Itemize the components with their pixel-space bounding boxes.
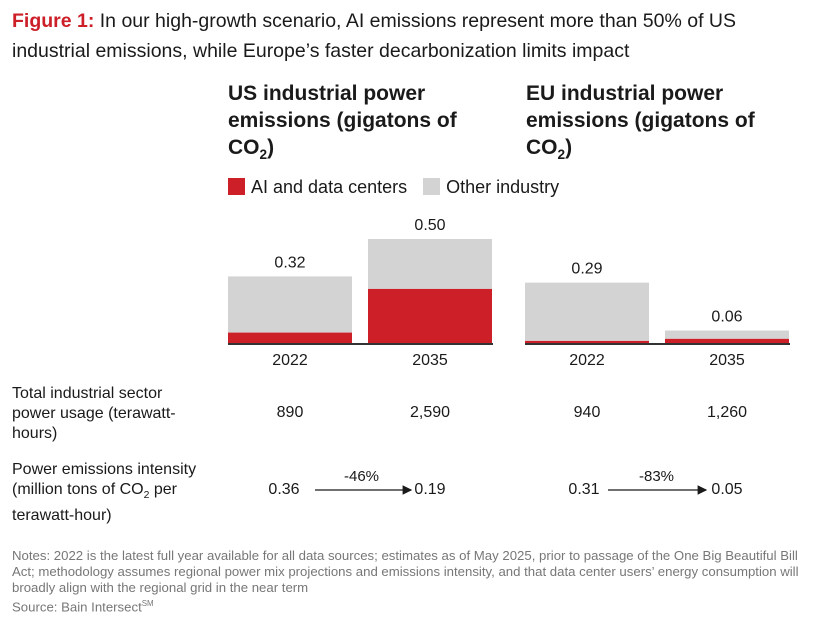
- eu-panel-title: EU industrial power emissions (gigatons …: [526, 82, 755, 163]
- us-panel-title: US industrial power emissions (gigatons …: [228, 82, 457, 163]
- bar-ai-data-centers: [665, 338, 789, 343]
- bar-other-industry: [525, 282, 649, 341]
- intensity-value: 0.31: [568, 481, 600, 498]
- intensity-value: 0.36: [268, 481, 300, 498]
- notes: Notes: 2022 is the latest full year avai…: [12, 548, 812, 615]
- intensity-value: 0.19: [414, 481, 446, 498]
- intensity-change: -83%: [639, 468, 675, 485]
- bar-other-industry: [228, 276, 352, 333]
- bar-other-industry: [665, 330, 789, 339]
- bar-total-label: 0.50: [414, 217, 445, 234]
- legend-swatch-other: [423, 178, 441, 195]
- bar-ai-data-centers: [228, 332, 352, 343]
- intensity-row-label: Power emissions intensity (million tons …: [12, 461, 197, 525]
- figure-number: Figure 1:: [12, 10, 95, 32]
- legend-swatch-ai: [228, 178, 245, 195]
- intensity-value: 0.05: [711, 481, 743, 498]
- bar-total-label: 0.29: [571, 261, 602, 278]
- figure-title: Figure 1: In our high-growth scenario, A…: [12, 6, 812, 66]
- bar-other-industry: [368, 239, 492, 289]
- x-tick-label: 2022: [272, 352, 308, 369]
- legend: AI and data centers Other industry: [228, 177, 559, 198]
- bar-total-label: 0.32: [274, 254, 305, 271]
- usage-value: 940: [573, 404, 601, 421]
- usage-value: 2,590: [409, 404, 451, 421]
- x-tick-label: 2035: [709, 352, 745, 369]
- bar-total-label: 0.06: [711, 309, 742, 326]
- bar-ai-data-centers: [368, 288, 492, 343]
- x-tick-label: 2022: [569, 352, 605, 369]
- legend-item-ai: AI and data centers: [228, 177, 407, 198]
- figure-title-text: In our high-growth scenario, AI emission…: [12, 10, 737, 62]
- usage-value: 1,260: [706, 404, 748, 421]
- usage-value: 890: [276, 404, 304, 421]
- usage-row-label: Total industrial sector power usage (ter…: [12, 385, 176, 442]
- x-tick-label: 2035: [412, 352, 448, 369]
- bar-ai-data-centers: [525, 340, 649, 343]
- intensity-change: -46%: [344, 468, 380, 485]
- source: Source: Bain IntersectSM: [12, 599, 154, 615]
- legend-item-other: Other industry: [423, 177, 559, 198]
